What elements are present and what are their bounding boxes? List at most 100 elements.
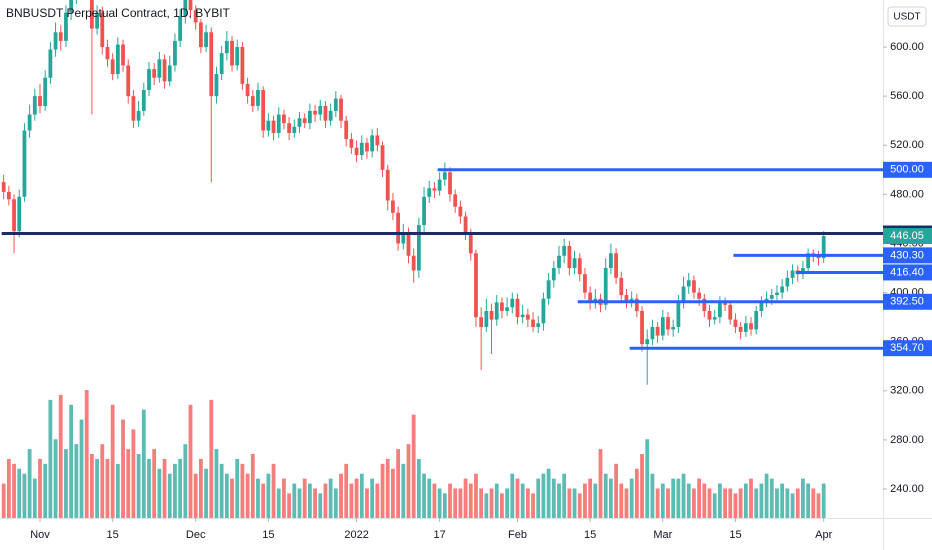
candle-body [567,245,572,269]
candle-body [489,310,494,320]
volume-bar [749,478,753,518]
candle-body [214,74,219,97]
candle-body [375,135,380,146]
candle-body [385,169,390,201]
x-tick-label: Apr [815,529,832,541]
candle-body [510,298,515,308]
volume-bar [754,488,759,518]
volume-bar [339,473,343,518]
last-price-label: 446.05 [890,230,924,242]
x-tick-label: 15 [107,529,119,541]
y-tick-label: 480.00 [890,188,924,200]
candle-body [463,216,468,234]
volume-bar [712,493,717,518]
candle-body [307,110,312,124]
volume-bar [204,468,208,518]
volume-bar [100,444,105,518]
volume-bar [370,478,375,518]
candle-body [458,206,463,217]
candle-body [53,32,58,50]
volume-bar [105,458,110,518]
volume-bar [297,488,302,518]
volume-bar [271,463,276,518]
candle-body [359,142,364,156]
candle-body [536,323,541,327]
candle-body [541,298,546,324]
candle-body [738,326,743,332]
currency[interactable]: USDT [893,12,920,23]
candle-body [313,110,317,115]
candle-body [167,65,172,82]
candle-body [437,179,442,191]
candle-body [806,253,811,269]
volume-bar [442,493,447,518]
volume-bar [245,473,250,518]
candle-body [38,96,42,106]
candle-body [588,292,593,303]
candle-body [520,314,525,318]
candle-body [302,118,307,124]
volume-bar [479,488,484,518]
candle-body [531,319,535,327]
volume-bar [365,488,369,518]
volume-bar [276,488,281,518]
volume-bar [437,488,442,518]
volume-bar [318,493,323,518]
candle-body [391,200,395,213]
volume-bar [214,449,219,518]
candle-body [276,114,281,133]
volume-bar [79,419,84,518]
volume-bar [468,483,473,518]
volume-bar [505,488,509,518]
level-price-label: 392.50 [890,296,924,308]
volume-bar [541,473,546,518]
candle-body [624,295,629,303]
level-price-box [883,293,932,310]
volume-bar [188,404,193,518]
candle-body [235,47,240,66]
level-price-label: 354.70 [890,342,924,354]
candle-body [474,253,478,318]
volume-bar [489,488,494,518]
volume-bar [546,468,551,518]
volume-bar [115,463,120,518]
volume-bar [619,483,624,518]
volume-bar [697,478,702,518]
candle-body [318,105,323,115]
volume-bar [811,488,816,518]
volume-bar [193,473,198,518]
volume-bar [406,444,411,518]
volume-bar [557,483,561,518]
volume-bar [380,463,385,518]
volume-bar [686,483,691,518]
volume-bar [250,454,255,518]
candle-body [749,323,753,330]
candle-body [209,32,214,97]
chart-title: BNBUSDT Perpetual Contract, 1D, BYBIT [6,6,231,20]
candle-body [136,110,141,121]
currency-box[interactable] [887,6,927,27]
volume-bar [494,483,499,518]
candle-body [22,130,27,197]
x-tick-label: Feb [508,529,527,541]
candle-body [453,194,458,207]
volume-bar [660,483,665,518]
y-tick-label: 320.00 [890,385,924,397]
volume-bar [152,449,157,518]
volume-bar [614,463,618,518]
candle-body [432,188,437,191]
candle-body [759,302,764,311]
x-tick-label: 15 [584,529,596,541]
candle-body [282,114,286,124]
level-price-box [883,247,932,264]
candle-body [266,120,271,131]
candle-body [712,317,717,320]
volume-bar [95,458,99,518]
volume-bar [655,488,660,518]
volume-bar [32,478,37,518]
volume-bar [58,394,63,518]
candle-body [681,286,686,303]
candle-body [411,255,416,271]
candle-body [775,292,779,296]
volume-bar [12,463,16,518]
